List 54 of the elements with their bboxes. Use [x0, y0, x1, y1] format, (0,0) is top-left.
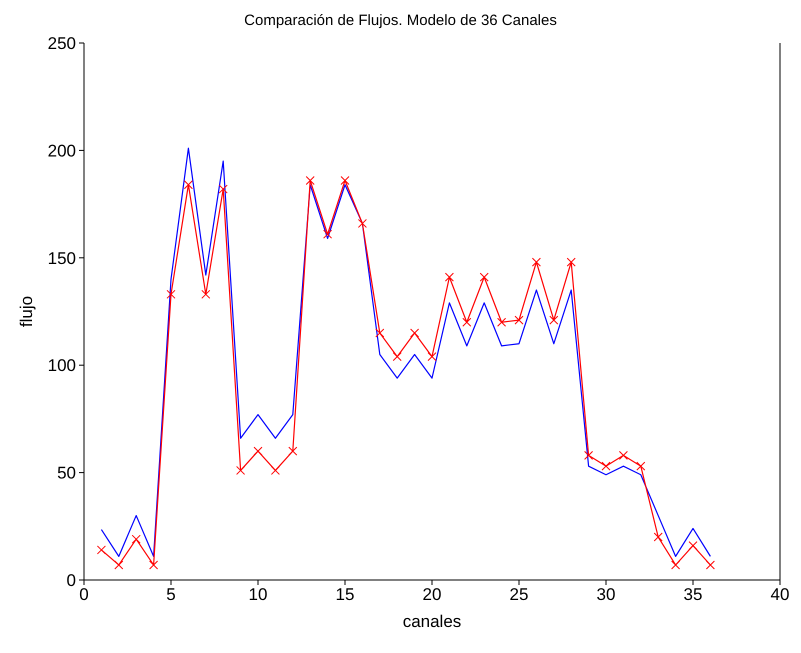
point — [688, 541, 698, 550]
point — [428, 352, 436, 362]
point — [149, 560, 158, 570]
point — [497, 318, 506, 327]
point — [201, 290, 210, 299]
x-tick-label: 15 — [336, 585, 354, 604]
point — [410, 328, 420, 338]
point — [532, 258, 541, 267]
chart-title: Comparación de Flujos. Modelo de 36 Canales — [243, 12, 558, 29]
point — [340, 176, 350, 185]
y-tick-label: 200 — [48, 141, 76, 160]
point — [270, 466, 280, 475]
point — [671, 560, 680, 570]
point — [706, 560, 715, 570]
y-tick-label: 50 — [57, 464, 76, 483]
x-tick-label: 35 — [684, 585, 702, 604]
point — [218, 184, 228, 194]
x-tick-label: 10 — [248, 585, 268, 604]
point — [618, 450, 628, 460]
point — [236, 466, 246, 475]
x-axis-title: canales — [402, 612, 462, 631]
point — [166, 290, 176, 299]
point — [462, 318, 472, 327]
point — [654, 532, 663, 542]
y-tick-label: 250 — [48, 34, 76, 54]
point — [480, 272, 489, 282]
point — [375, 328, 384, 338]
y-tick-label: 0 — [66, 571, 76, 590]
point — [358, 218, 367, 228]
y-axis-title: flujo — [17, 296, 36, 328]
x-tick-label: 20 — [422, 585, 442, 604]
x-tick-label: 25 — [510, 585, 528, 604]
point — [323, 230, 332, 239]
point — [584, 450, 594, 460]
point — [392, 352, 402, 362]
point — [566, 258, 576, 267]
point — [254, 446, 262, 456]
x-tick-label: 30 — [596, 585, 616, 604]
point — [184, 180, 193, 190]
y-tick-label: 100 — [48, 356, 76, 376]
x-tick-label: 0 — [79, 585, 89, 604]
point — [96, 545, 106, 554]
point — [549, 316, 558, 325]
point — [444, 272, 454, 282]
x-tick-label: 40 — [770, 585, 790, 604]
point — [514, 316, 524, 325]
point — [132, 534, 141, 544]
point — [602, 462, 610, 471]
point — [114, 560, 124, 570]
y-tick-label: 150 — [48, 248, 76, 268]
x-tick-label: 5 — [166, 585, 176, 604]
point — [636, 462, 646, 471]
point — [306, 176, 315, 185]
point — [288, 446, 298, 456]
